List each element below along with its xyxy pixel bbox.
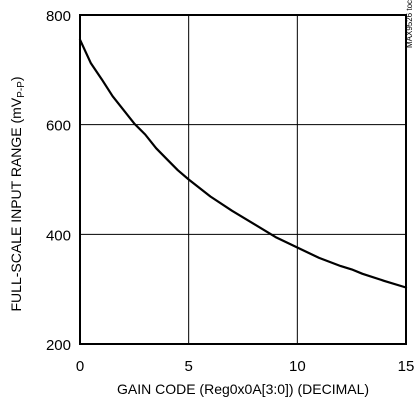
y-axis-title: FULL-SCALE INPUT RANGE (mVP-P) <box>8 76 27 311</box>
x-tick-label: 15 <box>398 358 415 375</box>
plot-frame <box>79 14 407 345</box>
y-tick-label: 800 <box>46 8 71 25</box>
tick-labels: 0 5 10 15 200 400 600 800 <box>46 8 414 375</box>
figure-code-label: MAX9526 toc01 <box>405 0 414 48</box>
series-line <box>78 38 408 289</box>
y-tick-label: 200 <box>46 337 71 354</box>
y-axis-title-end: ) <box>8 76 24 81</box>
x-tick-label: 0 <box>76 358 84 375</box>
y-axis-title-subscript: P-P <box>16 81 27 98</box>
y-axis-title-main: FULL-SCALE INPUT RANGE (mV <box>8 97 24 311</box>
x-axis-title: GAIN CODE (Reg0x0A[3:0]) (DECIMAL) <box>117 381 369 397</box>
y-tick-label: 400 <box>46 227 71 244</box>
x-tick-label: 10 <box>289 358 306 375</box>
data-series <box>78 38 408 289</box>
y-tick-label: 600 <box>46 118 71 135</box>
grid-lines <box>80 15 406 344</box>
x-tick-label: 5 <box>184 358 192 375</box>
